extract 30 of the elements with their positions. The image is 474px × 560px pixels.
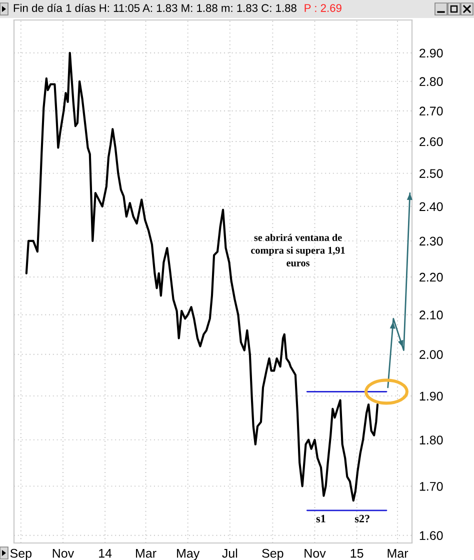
chart-title: Fin de día 1 días H: 11:05 A: 1.83 M: 1.88 m: 1.83 C: 1.88 bbox=[14, 4, 296, 12]
chart-subtitle: P : 2.69 bbox=[304, 4, 342, 12]
y-tick-label: 2.00 bbox=[420, 350, 443, 359]
x-tick-label: 14 bbox=[99, 549, 112, 558]
y-tick-label: 2.50 bbox=[420, 169, 443, 178]
x-tick-label: 15 bbox=[350, 549, 364, 558]
y-tick-label: 1.70 bbox=[420, 482, 443, 491]
x-tick-label: Sep bbox=[262, 548, 284, 560]
y-tick-label: 1.80 bbox=[420, 436, 443, 444]
y-tick-label: 2.90 bbox=[420, 48, 443, 58]
x-tick-label: Nov bbox=[304, 549, 326, 558]
y-tick-label: 1.60 bbox=[420, 531, 443, 540]
x-tick-label: Sep bbox=[10, 548, 32, 560]
annotation: s1 bbox=[316, 514, 326, 522]
y-tick-label: 2.10 bbox=[420, 310, 443, 320]
annotation: s2? bbox=[354, 514, 370, 522]
y-tick-label: 2.30 bbox=[420, 236, 443, 246]
y-tick-label: 1.90 bbox=[420, 392, 443, 401]
annotation: se abrirá ventana de compra si supera 1,91 euros bbox=[251, 234, 345, 266]
x-tick-label: Mar bbox=[136, 549, 156, 558]
y-tick-label: 2.80 bbox=[420, 77, 443, 86]
x-tick-label: Mar bbox=[388, 549, 408, 558]
y-tick-label: 2.20 bbox=[420, 272, 443, 282]
y-tick-label: 2.40 bbox=[420, 202, 443, 212]
line-series bbox=[25, 52, 379, 502]
y-tick-label: 2.60 bbox=[420, 137, 443, 146]
x-tick-label: May bbox=[177, 549, 200, 560]
x-tick-label: Nov bbox=[52, 549, 74, 558]
y-tick-label: 2.70 bbox=[420, 106, 443, 116]
x-tick-label: Jul bbox=[222, 548, 238, 558]
